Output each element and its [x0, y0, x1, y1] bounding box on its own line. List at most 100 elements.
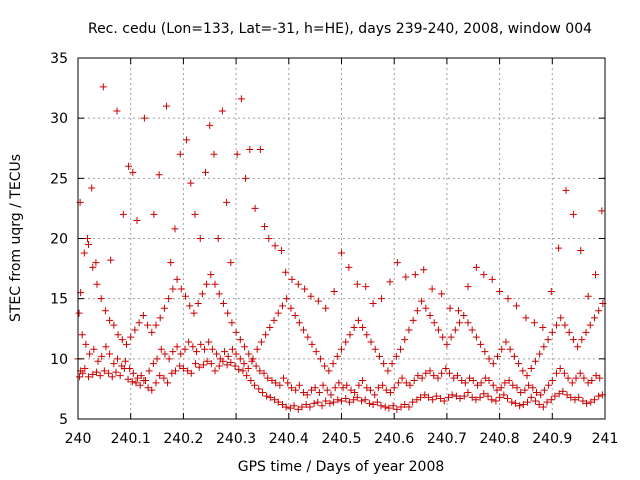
data-point	[397, 403, 405, 411]
data-point	[406, 381, 414, 389]
data-point	[385, 404, 393, 412]
data-point	[556, 364, 564, 372]
x-tick-label: 240.2	[163, 431, 203, 447]
data-point	[574, 343, 582, 351]
data-point	[330, 287, 338, 295]
x-tick-label: 240	[65, 431, 92, 447]
data-point	[472, 396, 480, 404]
data-point	[184, 367, 192, 375]
data-point	[451, 326, 459, 334]
data-point	[384, 367, 392, 375]
data-point	[152, 379, 160, 387]
data-point	[575, 393, 583, 401]
data-point	[216, 355, 224, 363]
data-point	[97, 295, 105, 303]
data-point	[323, 386, 331, 394]
data-point	[266, 324, 274, 332]
data-point	[508, 398, 516, 406]
data-point	[476, 393, 484, 401]
data-point	[139, 312, 147, 320]
y-tick-label: 20	[50, 232, 68, 248]
data-point	[93, 280, 101, 288]
data-point	[205, 338, 213, 346]
data-point	[504, 395, 512, 403]
data-point	[173, 275, 181, 283]
y-tick-label: 30	[50, 111, 68, 127]
data-point	[350, 396, 358, 404]
data-point	[553, 321, 561, 329]
data-point	[128, 378, 136, 386]
data-point	[438, 369, 446, 377]
data-point	[315, 389, 323, 397]
data-point	[223, 361, 231, 369]
data-point	[249, 355, 257, 363]
data-point	[187, 369, 195, 377]
data-point	[241, 343, 249, 351]
data-point	[379, 381, 387, 389]
data-point	[338, 249, 345, 257]
data-point	[493, 352, 501, 360]
data-point	[106, 316, 114, 324]
data-point	[584, 379, 592, 387]
data-point	[183, 136, 191, 144]
data-point	[543, 398, 551, 406]
data-point	[197, 340, 205, 348]
data-point	[133, 216, 141, 224]
data-point	[371, 391, 379, 399]
data-point	[100, 367, 108, 375]
x-tick-label: 240.4	[269, 431, 309, 447]
data-point	[187, 179, 195, 187]
data-point	[106, 350, 114, 358]
data-point	[489, 360, 497, 368]
data-point	[363, 331, 371, 339]
data-point	[584, 292, 592, 300]
data-point	[426, 367, 434, 375]
data-point	[165, 295, 173, 303]
data-point	[353, 280, 361, 288]
data-point	[434, 374, 442, 382]
data-point	[198, 290, 206, 298]
data-point	[264, 374, 272, 382]
data-point	[440, 397, 448, 405]
data-point	[498, 345, 506, 353]
data-point	[453, 372, 461, 380]
data-point	[563, 391, 571, 399]
data-point	[524, 398, 532, 406]
data-point	[300, 389, 308, 397]
data-point	[171, 367, 179, 375]
data-point	[596, 374, 604, 382]
data-point	[345, 398, 353, 406]
data-point	[390, 384, 398, 392]
data-point	[586, 321, 594, 329]
data-point	[278, 401, 286, 409]
data-point	[492, 397, 500, 405]
data-point	[388, 360, 396, 368]
data-point	[110, 321, 118, 329]
data-point	[576, 369, 584, 377]
data-point	[99, 83, 107, 91]
data-point	[211, 280, 219, 288]
data-point	[488, 396, 496, 404]
data-point	[310, 399, 318, 407]
data-point	[92, 259, 100, 267]
data-point	[251, 204, 259, 212]
data-point	[353, 393, 361, 401]
data-point	[129, 369, 137, 377]
data-point	[544, 336, 552, 344]
x-tick-label: 240.6	[374, 431, 414, 447]
data-point	[329, 360, 337, 368]
data-point	[381, 403, 389, 411]
data-point	[314, 297, 322, 305]
data-point	[480, 271, 488, 279]
data-point	[394, 379, 402, 387]
data-point	[386, 278, 394, 286]
data-point	[547, 287, 555, 295]
data-point	[326, 399, 334, 407]
data-point	[485, 355, 493, 363]
data-point	[171, 225, 179, 233]
data-point	[152, 321, 160, 329]
data-point	[291, 312, 299, 320]
data-point	[256, 367, 264, 375]
data-point	[366, 386, 374, 394]
data-point	[186, 302, 194, 310]
